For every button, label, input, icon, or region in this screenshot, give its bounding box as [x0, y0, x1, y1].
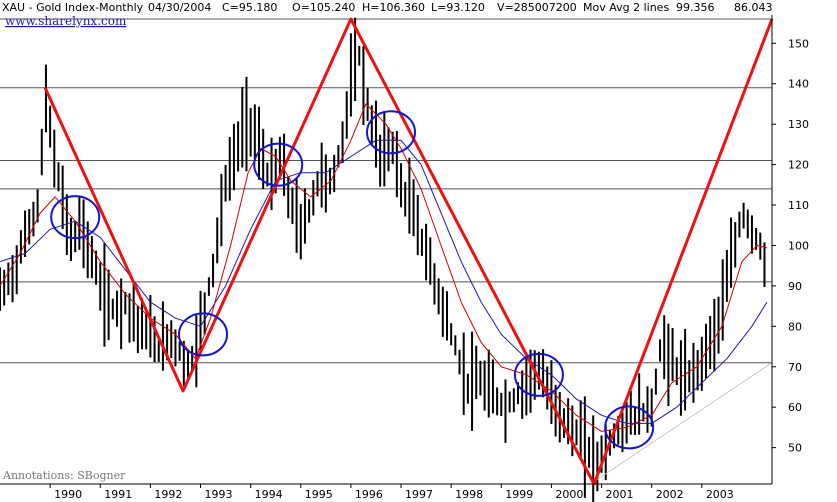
- annotation-circle: [513, 352, 564, 397]
- x-tick-label: 2001: [606, 488, 634, 501]
- x-tick-label: 1994: [255, 488, 283, 501]
- header-close: C=95.180: [222, 1, 277, 14]
- support-line: [596, 362, 773, 481]
- annotation-circle: [178, 312, 229, 357]
- trend-lines: [43, 17, 774, 486]
- y-tick-label: 130: [788, 118, 809, 131]
- y-axis-ticks: 50 60 70 80 90 100 110 120 130 140 150: [772, 37, 809, 455]
- annotation-circle: [366, 110, 417, 155]
- x-tick-label: 1992: [154, 488, 182, 501]
- header-volume: V=285007200: [497, 1, 577, 14]
- header-open: O=105.240: [292, 1, 355, 14]
- y-tick-label: 140: [788, 78, 809, 91]
- annotation-circle: [253, 142, 304, 187]
- x-tick-label: 1998: [455, 488, 483, 501]
- y-tick-label: 110: [788, 199, 809, 212]
- header-ma1-value: 99.356: [676, 1, 715, 14]
- x-tick-label: 1991: [104, 488, 132, 501]
- ma-short-line: [0, 103, 768, 432]
- x-tick-label: 1996: [355, 488, 383, 501]
- y-tick-label: 80: [788, 320, 802, 333]
- x-tick-label: 1997: [405, 488, 433, 501]
- x-tick-label: 1995: [305, 488, 333, 501]
- header-high: H=106.360: [362, 1, 425, 14]
- y-tick-label: 60: [788, 401, 802, 414]
- y-tick-label: 120: [788, 159, 809, 172]
- x-tick-label: 1993: [205, 488, 233, 501]
- axes: [0, 15, 773, 485]
- annotation-credit: Annotations: SBogner: [2, 469, 126, 482]
- y-tick-label: 90: [788, 280, 802, 293]
- x-tick-label: 1999: [505, 488, 533, 501]
- header-low: L=93.120: [431, 1, 485, 14]
- y-tick-label: 100: [788, 239, 809, 252]
- annotation-circle: [604, 405, 655, 450]
- header-ma-label: Mov Avg 2 lines: [583, 1, 669, 14]
- x-axis-ticks: 1990 1991 1992 1993 1994 1995 1996 1997 1998 1999…: [49, 484, 734, 501]
- y-tick-label: 150: [788, 37, 809, 50]
- annotation-circles: [50, 110, 655, 450]
- x-tick-label: 2003: [706, 488, 734, 501]
- x-tick-label: 2000: [555, 488, 583, 501]
- site-link[interactable]: www.sharelynx.com: [5, 14, 127, 28]
- header: XAU - Gold Index-Monthly 04/30/2004 C=95…: [2, 1, 773, 14]
- y-tick-label: 50: [788, 442, 802, 455]
- trend-line: [43, 17, 774, 486]
- header-date: 04/30/2004: [148, 1, 211, 14]
- x-tick-label: 2002: [656, 488, 684, 501]
- y-tick-label: 70: [788, 361, 802, 374]
- header-ma2-value: 86.043: [734, 1, 773, 14]
- annotation-circle: [50, 195, 101, 240]
- header-symbol: XAU - Gold Index-Monthly: [2, 1, 144, 14]
- x-tick-label: 1990: [54, 488, 82, 501]
